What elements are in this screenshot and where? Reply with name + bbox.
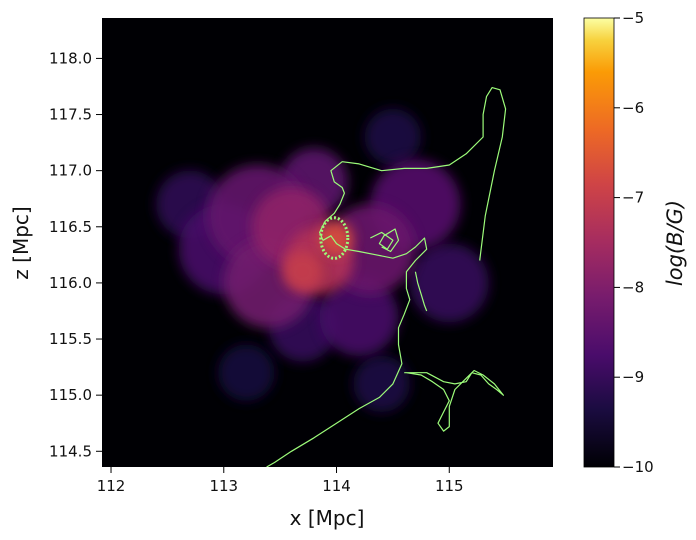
field-blob [364, 108, 422, 166]
streamline-3 [370, 228, 400, 253]
y-tick-label: 116.5 [49, 218, 92, 236]
plot-area [102, 18, 553, 467]
y-tick-label: 118.0 [49, 49, 92, 67]
field-streamlines [266, 87, 507, 467]
x-tick-label: 114 [322, 477, 351, 495]
colorbar-ticks: −10 −9 −8 −7 −6 −5 [614, 9, 654, 476]
field-blob [218, 344, 275, 401]
colorbar-gradient [583, 17, 615, 468]
y-tick-label: 117.5 [49, 106, 92, 124]
streamline-2 [404, 369, 504, 432]
x-tick-label: 115 [435, 477, 464, 495]
y-tick-label: 114.5 [49, 442, 92, 460]
x-tick-label: 113 [209, 477, 238, 495]
streamline-1 [266, 87, 507, 467]
colorbar: −10 −9 −8 −7 −6 −5 log(B/G) [583, 9, 687, 476]
y-axis: 114.5 115.0 115.5 116.0 116.5 117.0 117.5 118.0 [49, 49, 102, 460]
heatmap-field [156, 108, 489, 413]
y-tick-label: 116.0 [49, 274, 92, 292]
field-blob [353, 355, 410, 413]
y-tick-label: 117.0 [49, 162, 92, 180]
field-blob [319, 277, 399, 357]
streamline-4 [414, 271, 428, 312]
y-axis-label: z [Mpc] [9, 206, 33, 279]
colorbar-tick-label: −6 [622, 99, 644, 117]
colorbar-tick-label: −7 [622, 189, 644, 207]
x-axis: 112 113 114 115 [97, 467, 464, 495]
x-axis-label: x [Mpc] [290, 506, 365, 530]
y-tick-label: 115.5 [49, 330, 92, 348]
colorbar-tick-label: −5 [622, 9, 644, 27]
y-tick-label: 115.0 [49, 386, 92, 404]
colorbar-tick-label: −9 [622, 368, 644, 386]
field-blob [409, 243, 489, 323]
colorbar-tick-label: −8 [622, 278, 644, 296]
streamline-tangle [319, 216, 350, 260]
colorbar-label: log(B/G) [663, 200, 687, 286]
field-blob [282, 251, 323, 292]
field-blob [319, 221, 354, 255]
colorbar-tick-label: −10 [622, 458, 654, 476]
x-tick-label: 112 [97, 477, 126, 495]
